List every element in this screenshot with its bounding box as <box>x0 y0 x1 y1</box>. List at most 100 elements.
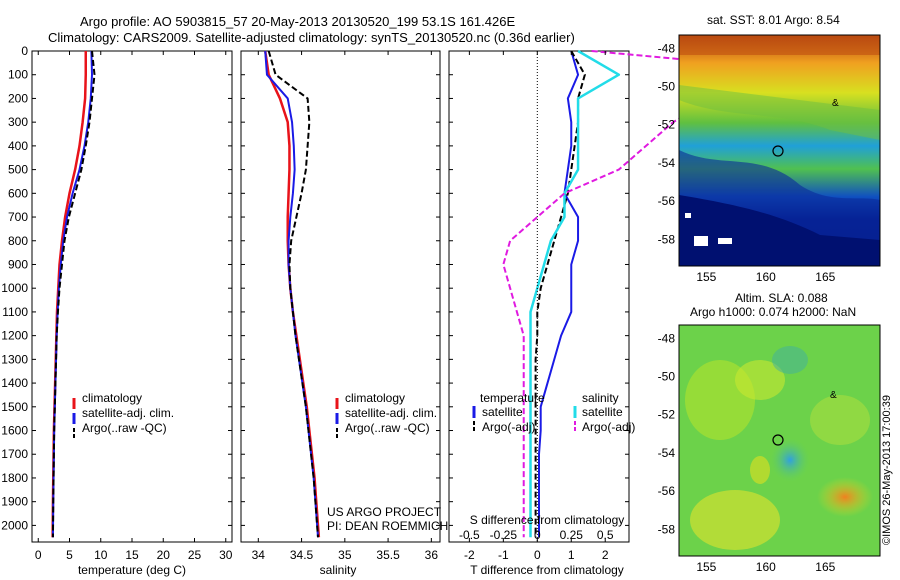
series-line <box>267 50 320 538</box>
legend-climatology: climatology <box>82 391 142 405</box>
depth-tick-label: 400 <box>8 139 28 153</box>
profile-series-layer <box>51 49 851 538</box>
x-tick-layer: 0 5 10 15 20 25 30 34 34.5 35 35.5 36 -2 -1 0 1 2 -0.5 -0.… <box>35 51 614 562</box>
depth-tick-label: 800 <box>8 234 28 248</box>
series-line <box>502 50 851 538</box>
map-y-tick-label: -58 <box>658 232 676 246</box>
difference-legend-temperature: temperature satellite Argo(-adj) <box>472 391 545 434</box>
map-y-tick-label: -50 <box>658 80 676 94</box>
legend-argo-s: Argo(-adj) <box>582 420 635 434</box>
depth-tick-label: 1600 <box>1 424 28 438</box>
x-tick-label: 10 <box>94 548 108 562</box>
depth-tick-label: 1500 <box>1 400 28 414</box>
x-tick-label: 2 <box>602 548 609 562</box>
svg-text:&: & <box>830 390 837 401</box>
x-tick-label: 25 <box>188 548 202 562</box>
map-y-tick-label: -48 <box>658 41 676 55</box>
depth-tick-label: 1300 <box>1 352 28 366</box>
temperature-xlabel: temperature (deg C) <box>78 563 186 577</box>
map-x-tick-label: 160 <box>756 560 776 574</box>
x-tick-label: 30 <box>219 548 233 562</box>
map-y-tick-label: -52 <box>658 118 676 132</box>
depth-axis: 0 100 200 300 400 500 600 700 800 900 1000 1100 1200… <box>1 44 629 532</box>
x2-tick-label: -0.25 <box>490 528 518 542</box>
x2-tick-label: -0.5 <box>459 528 480 542</box>
sst-map-ticks: 155 160 165 -48 -50 -52 -54 -56 -58 <box>658 41 836 284</box>
x2-tick-label: 0.25 <box>560 528 584 542</box>
map-y-tick-label: -52 <box>658 408 676 422</box>
map-x-tick-label: 160 <box>756 270 776 284</box>
depth-tick-label: 900 <box>8 257 28 271</box>
x-tick-label: -1 <box>498 548 509 562</box>
header-line-1: Argo profile: AO 5903815_57 20-May-2013 … <box>80 14 515 29</box>
x-tick-label: 15 <box>125 548 139 562</box>
legend-argo-t: Argo(-adj) <box>482 420 535 434</box>
map-y-tick-label: -54 <box>658 156 676 170</box>
legend-satellite-s: satellite <box>582 405 623 419</box>
depth-tick-label: 100 <box>8 68 28 82</box>
salinity-panel <box>240 50 441 543</box>
x-tick-label: 34 <box>252 548 266 562</box>
salinity-legend: climatology satellite-adj. clim. Argo(..… <box>335 391 437 439</box>
sla-map-ticks: 155 160 165 -48 -50 -52 -54 -56 -58 <box>658 331 836 574</box>
depth-tick-label: 200 <box>8 91 28 105</box>
map-y-tick-label: -48 <box>658 331 676 345</box>
x-tick-label: 36 <box>425 548 439 562</box>
x-tick-label: -2 <box>464 548 475 562</box>
sst-map: & <box>678 34 881 267</box>
series-line <box>51 50 96 538</box>
depth-tick-label: 500 <box>8 163 28 177</box>
map-x-tick-label: 155 <box>696 560 716 574</box>
x-tick-label: 0 <box>35 548 42 562</box>
depth-tick-label: 2000 <box>1 518 28 532</box>
sla-map-title-1: Altim. SLA: 0.088 <box>735 291 828 305</box>
map-y-tick-label: -56 <box>658 484 676 498</box>
depth-tick-label: 700 <box>8 210 28 224</box>
legend-argo: Argo(..raw -QC) <box>345 421 430 435</box>
map-y-tick-label: -54 <box>658 446 676 460</box>
depth-tick-label: 1100 <box>2 305 28 319</box>
depth-tick-label: 1200 <box>1 329 28 343</box>
x-tick-label: 5 <box>66 548 73 562</box>
map-y-tick-label: -50 <box>658 370 676 384</box>
depth-tick-label: 1700 <box>1 447 28 461</box>
temperature-panel <box>31 50 233 543</box>
x-tick-label: 0 <box>534 548 541 562</box>
depth-tick-label: 0 <box>21 44 28 58</box>
legend-argo: Argo(..raw -QC) <box>82 421 167 435</box>
project-annotation: US ARGO PROJECT <box>327 505 442 519</box>
salinity-xlabel: salinity <box>320 563 357 577</box>
legend-satellite-t: satellite <box>482 405 523 419</box>
legend-header-salinity: salinity <box>582 391 619 405</box>
series-line <box>538 50 580 538</box>
sst-map-title: sat. SST: 8.01 Argo: 8.54 <box>707 13 840 27</box>
depth-tick-label: 1800 <box>1 471 28 485</box>
map-y-tick-label: -58 <box>658 522 676 536</box>
depth-tick-label: 1900 <box>1 495 28 509</box>
depth-tick-label: 300 <box>8 115 28 129</box>
difference-xlabel: T difference from climatology <box>470 563 624 577</box>
legend-satellite: satellite-adj. clim. <box>345 406 437 420</box>
x-tick-label: 20 <box>157 548 171 562</box>
timestamp-stamp: ©IMOS 26-May-2013 17:00:39 <box>881 395 893 545</box>
x-tick-label: 34.5 <box>290 548 314 562</box>
difference-legend-salinity: salinity satellite Argo(-adj) <box>573 391 635 434</box>
x-tick-label: 35 <box>338 548 352 562</box>
x-tick-label: 35.5 <box>376 548 400 562</box>
sla-map: & <box>678 324 881 557</box>
x-tick-label: 1 <box>568 548 575 562</box>
depth-tick-label: 1000 <box>1 281 28 295</box>
svg-text:&: & <box>832 98 839 109</box>
pi-annotation: PI: DEAN ROEMMICH <box>327 519 448 533</box>
map-x-tick-label: 165 <box>815 560 835 574</box>
map-x-tick-label: 165 <box>815 270 835 284</box>
depth-tick-label: 1400 <box>1 376 28 390</box>
map-y-tick-label: -56 <box>658 194 676 208</box>
map-x-tick-label: 155 <box>696 270 716 284</box>
sla-map-title-2: Argo h1000: 0.074 h2000: NaN <box>690 305 856 319</box>
legend-climatology: climatology <box>345 391 405 405</box>
legend-header-temperature: temperature <box>480 391 545 405</box>
temperature-legend: climatology satellite-adj. clim. Argo(..… <box>72 391 174 439</box>
legend-satellite: satellite-adj. clim. <box>82 406 174 420</box>
